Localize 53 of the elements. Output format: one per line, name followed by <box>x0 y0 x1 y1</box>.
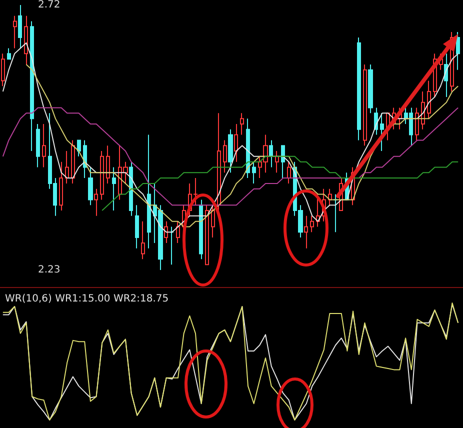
candlestick <box>357 36 361 141</box>
candlestick <box>252 161 256 184</box>
candlestick <box>129 161 133 216</box>
y-tick-label: 2.72 <box>38 0 60 10</box>
candlestick <box>18 4 22 49</box>
candlestick <box>368 64 373 114</box>
candlestick <box>147 134 151 249</box>
candlestick <box>59 161 63 212</box>
candlestick <box>94 188 98 216</box>
candlestick <box>217 112 221 212</box>
candlestick <box>211 204 215 238</box>
candlestick <box>1 53 5 87</box>
candlestick <box>223 140 227 174</box>
candlestick <box>164 220 168 244</box>
candlestick <box>304 215 308 249</box>
candlestick <box>13 15 17 49</box>
candlestick <box>77 140 81 157</box>
candlestick <box>71 140 75 184</box>
candlestick <box>228 128 233 174</box>
candlestick <box>456 32 460 70</box>
candlestick <box>415 107 419 141</box>
candlestick <box>199 199 203 260</box>
candlestick <box>328 188 332 206</box>
candlestick <box>246 118 250 179</box>
line-series <box>102 156 459 212</box>
candlestick <box>141 220 145 260</box>
candlestick <box>234 123 238 162</box>
candlestick <box>275 150 279 174</box>
candlestick <box>42 123 46 168</box>
candlestick <box>65 150 69 184</box>
candlestick <box>269 140 273 168</box>
candlestick <box>7 48 11 60</box>
candlestick <box>310 215 314 233</box>
candlestick <box>24 15 28 65</box>
candlestick <box>205 204 209 266</box>
candlestick <box>427 80 431 120</box>
candlestick <box>281 145 285 179</box>
candlestick <box>380 112 384 152</box>
candlestick <box>135 204 139 249</box>
candlestick <box>170 226 174 266</box>
candlestick <box>176 220 180 244</box>
candlestick <box>36 123 40 168</box>
candlestick <box>106 145 110 184</box>
line-series <box>2 42 459 233</box>
candlestick <box>88 166 93 206</box>
chart-title: WR(10,6) WR1:15.00 WR2:18.75 <box>5 294 169 304</box>
y-tick-label: 2.23 <box>38 264 60 276</box>
candlestick <box>30 20 34 152</box>
candlestick <box>240 112 244 136</box>
candlestick <box>287 161 291 184</box>
candlestick <box>363 64 367 146</box>
candlestick <box>100 150 104 200</box>
candlestick <box>112 166 116 212</box>
